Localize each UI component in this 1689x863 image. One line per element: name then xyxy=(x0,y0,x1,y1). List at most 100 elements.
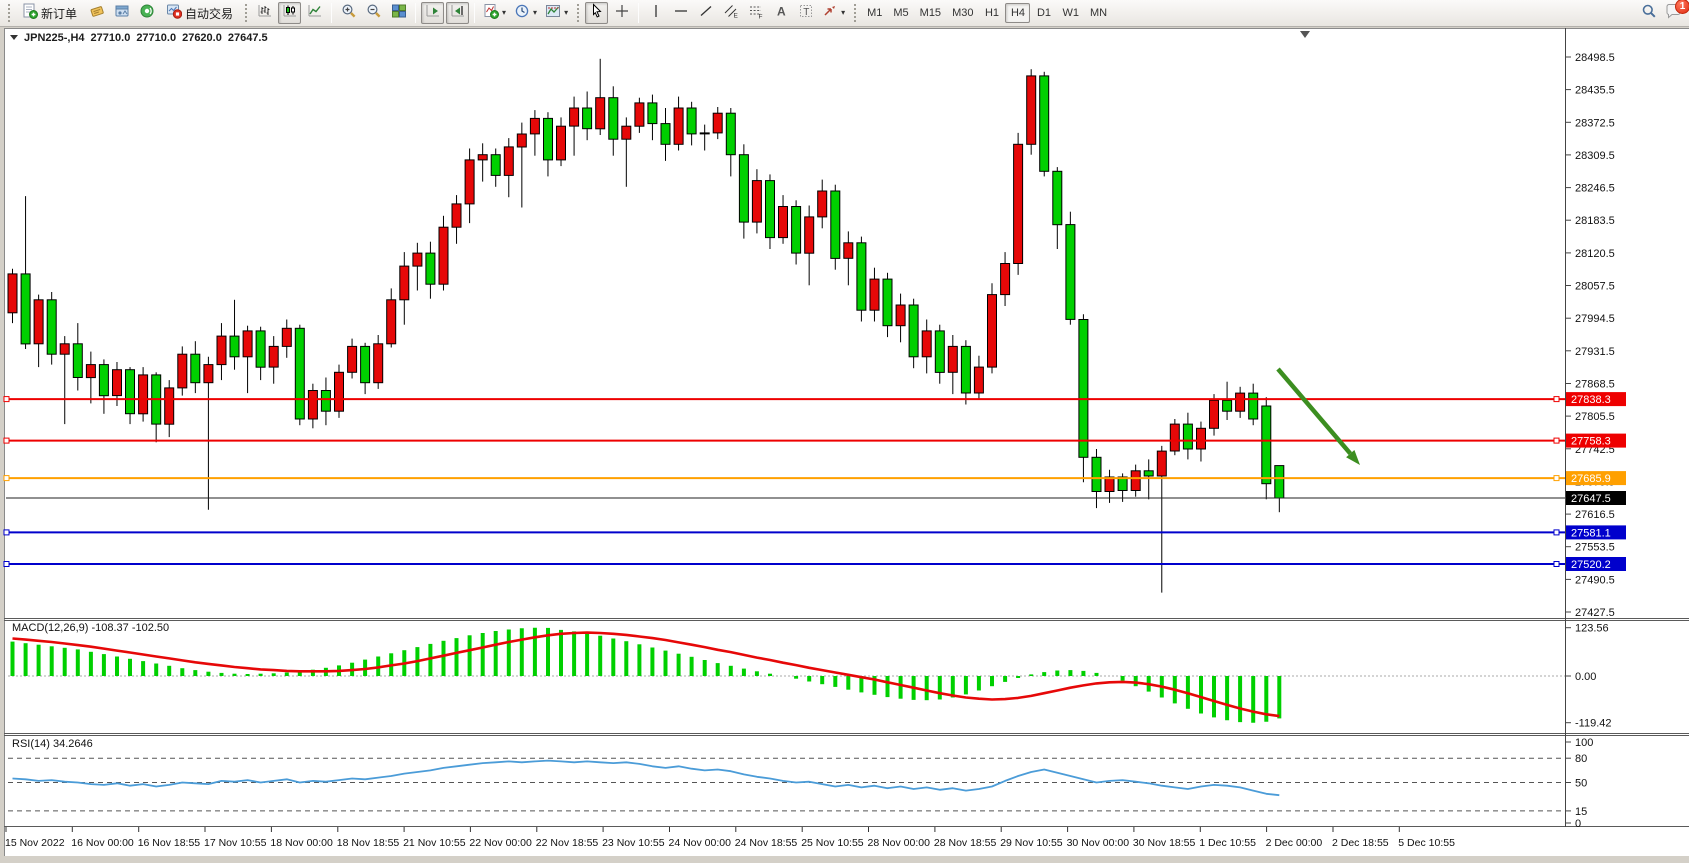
svg-text:27490.5: 27490.5 xyxy=(1575,574,1615,586)
periods-button[interactable]: ▾ xyxy=(511,2,540,24)
hline-handle[interactable] xyxy=(3,529,10,536)
crosshair-icon xyxy=(614,3,630,24)
trendline-button[interactable] xyxy=(694,2,717,24)
navigator-button[interactable] xyxy=(110,2,133,24)
signals-button[interactable] xyxy=(135,2,158,24)
hline-handle[interactable] xyxy=(1553,437,1560,444)
hline-handle[interactable] xyxy=(1553,396,1560,403)
svg-text:123.56: 123.56 xyxy=(1575,623,1609,635)
hline-handle[interactable] xyxy=(1553,475,1560,482)
vertical-line-button[interactable] xyxy=(644,2,667,24)
candles xyxy=(7,58,1285,593)
macd-signal-line xyxy=(12,631,1280,718)
search-button[interactable] xyxy=(1637,2,1660,24)
crosshair-button[interactable] xyxy=(610,2,633,24)
indicators-icon xyxy=(483,3,500,24)
svg-text:27520.2: 27520.2 xyxy=(1571,559,1611,571)
zoom-in-button[interactable] xyxy=(337,2,360,24)
svg-text:80: 80 xyxy=(1575,753,1587,765)
timeframe-mn[interactable]: MN xyxy=(1089,7,1108,19)
rsi-line xyxy=(12,759,1280,797)
svg-text:16 Nov 18:55: 16 Nov 18:55 xyxy=(138,837,201,849)
pane-separators[interactable] xyxy=(4,618,1689,827)
low-value: 27620.0 xyxy=(182,31,222,44)
arrows-shapes-button[interactable]: ▾ xyxy=(819,2,848,24)
auto-scroll-button[interactable] xyxy=(421,2,445,24)
svg-text:30 Nov 18:55: 30 Nov 18:55 xyxy=(1133,837,1196,849)
svg-text:29 Nov 10:55: 29 Nov 10:55 xyxy=(1000,837,1063,849)
svg-text:27685.9: 27685.9 xyxy=(1571,473,1611,485)
autotrading-button[interactable]: 自动交易 xyxy=(160,2,239,24)
market-watch-button[interactable] xyxy=(85,2,108,24)
timeframe-m5[interactable]: M5 xyxy=(893,7,909,19)
svg-text:27994.5: 27994.5 xyxy=(1575,313,1615,325)
chevron-down-icon: ▾ xyxy=(564,8,569,17)
svg-text:28120.5: 28120.5 xyxy=(1575,248,1615,260)
search-icon xyxy=(1641,3,1657,24)
svg-text:E: E xyxy=(733,12,738,19)
hline-handle[interactable] xyxy=(1553,529,1560,536)
bar-chart-button[interactable] xyxy=(253,2,276,24)
svg-text:22 Nov 00:00: 22 Nov 00:00 xyxy=(469,837,532,849)
templates-button[interactable]: ▾ xyxy=(542,2,571,24)
timeframe-d1[interactable]: D1 xyxy=(1036,7,1051,19)
hline-handle[interactable] xyxy=(1553,561,1560,567)
svg-text:24 Nov 00:00: 24 Nov 00:00 xyxy=(669,837,732,849)
svg-text:2 Dec 00:00: 2 Dec 00:00 xyxy=(1266,837,1323,849)
price-tag: 27520.2 xyxy=(1566,557,1626,571)
chart-window xyxy=(4,28,1689,856)
toolbar-grip[interactable] xyxy=(244,3,249,23)
price-tag: 27838.3 xyxy=(1566,392,1626,407)
toolbar-separator xyxy=(638,3,640,23)
toolbar-grip[interactable] xyxy=(576,3,581,23)
notifications-button[interactable]: 1 xyxy=(1662,0,1689,24)
svg-text:2 Dec 18:55: 2 Dec 18:55 xyxy=(1332,837,1389,849)
chart-shift-button[interactable] xyxy=(446,2,470,24)
toolbar-grip[interactable] xyxy=(7,3,11,23)
svg-text:27647.5: 27647.5 xyxy=(1571,493,1611,505)
svg-text:28183.5: 28183.5 xyxy=(1575,215,1615,227)
autotrading-icon xyxy=(166,3,183,24)
close-value: 27647.5 xyxy=(227,31,268,44)
fibonacci-button[interactable]: F xyxy=(744,2,767,24)
equidistant-channel-button[interactable]: E xyxy=(719,2,742,24)
cursor-button[interactable] xyxy=(585,2,609,24)
line-chart-button[interactable] xyxy=(303,2,326,24)
trend-arrow[interactable] xyxy=(1276,367,1360,465)
symbol-period-label: JPN225-,H4 xyxy=(24,31,85,44)
svg-text:17 Nov 10:55: 17 Nov 10:55 xyxy=(204,837,267,849)
equidistant-channel-icon: E xyxy=(723,3,739,24)
toolbar: 新订单 自动交易 xyxy=(0,0,1689,27)
symbol-dropdown-icon[interactable] xyxy=(10,35,18,44)
svg-text:27427.5: 27427.5 xyxy=(1575,607,1615,619)
toolbar-grip[interactable] xyxy=(853,3,858,23)
hline-handle[interactable] xyxy=(3,396,10,403)
text-button[interactable]: A xyxy=(769,2,792,24)
svg-text:F: F xyxy=(758,13,762,19)
timeframe-h4[interactable]: H4 xyxy=(1005,3,1031,23)
arrows-shapes-icon xyxy=(822,3,838,24)
timeframe-w1[interactable]: W1 xyxy=(1062,7,1079,19)
timeframe-m15[interactable]: M15 xyxy=(919,7,942,19)
text-label-button[interactable]: T xyxy=(794,2,817,24)
new-order-button[interactable]: 新订单 xyxy=(16,2,83,24)
indicators-button[interactable]: ▾ xyxy=(480,2,509,24)
timeframe-h1[interactable]: H1 xyxy=(984,7,999,19)
svg-text:27553.5: 27553.5 xyxy=(1575,542,1615,554)
tile-windows-button[interactable] xyxy=(387,2,410,24)
zoom-out-button[interactable] xyxy=(362,2,385,24)
svg-text:30 Nov 00:00: 30 Nov 00:00 xyxy=(1067,837,1130,849)
candlestick-chart-button[interactable] xyxy=(278,2,302,24)
svg-text:15: 15 xyxy=(1575,806,1587,818)
navigator-icon xyxy=(114,3,130,24)
svg-text:28498.5: 28498.5 xyxy=(1575,52,1615,64)
horizontal-line-button[interactable] xyxy=(669,2,692,24)
timeframe-m1[interactable]: M1 xyxy=(867,7,883,19)
timeframe-m30[interactable]: M30 xyxy=(952,7,974,19)
hline-handle[interactable] xyxy=(3,437,10,444)
svg-text:28 Nov 18:55: 28 Nov 18:55 xyxy=(934,837,997,849)
hline-handle[interactable] xyxy=(3,561,10,567)
hline-handle[interactable] xyxy=(3,475,10,482)
bar-chart-icon xyxy=(257,3,273,24)
